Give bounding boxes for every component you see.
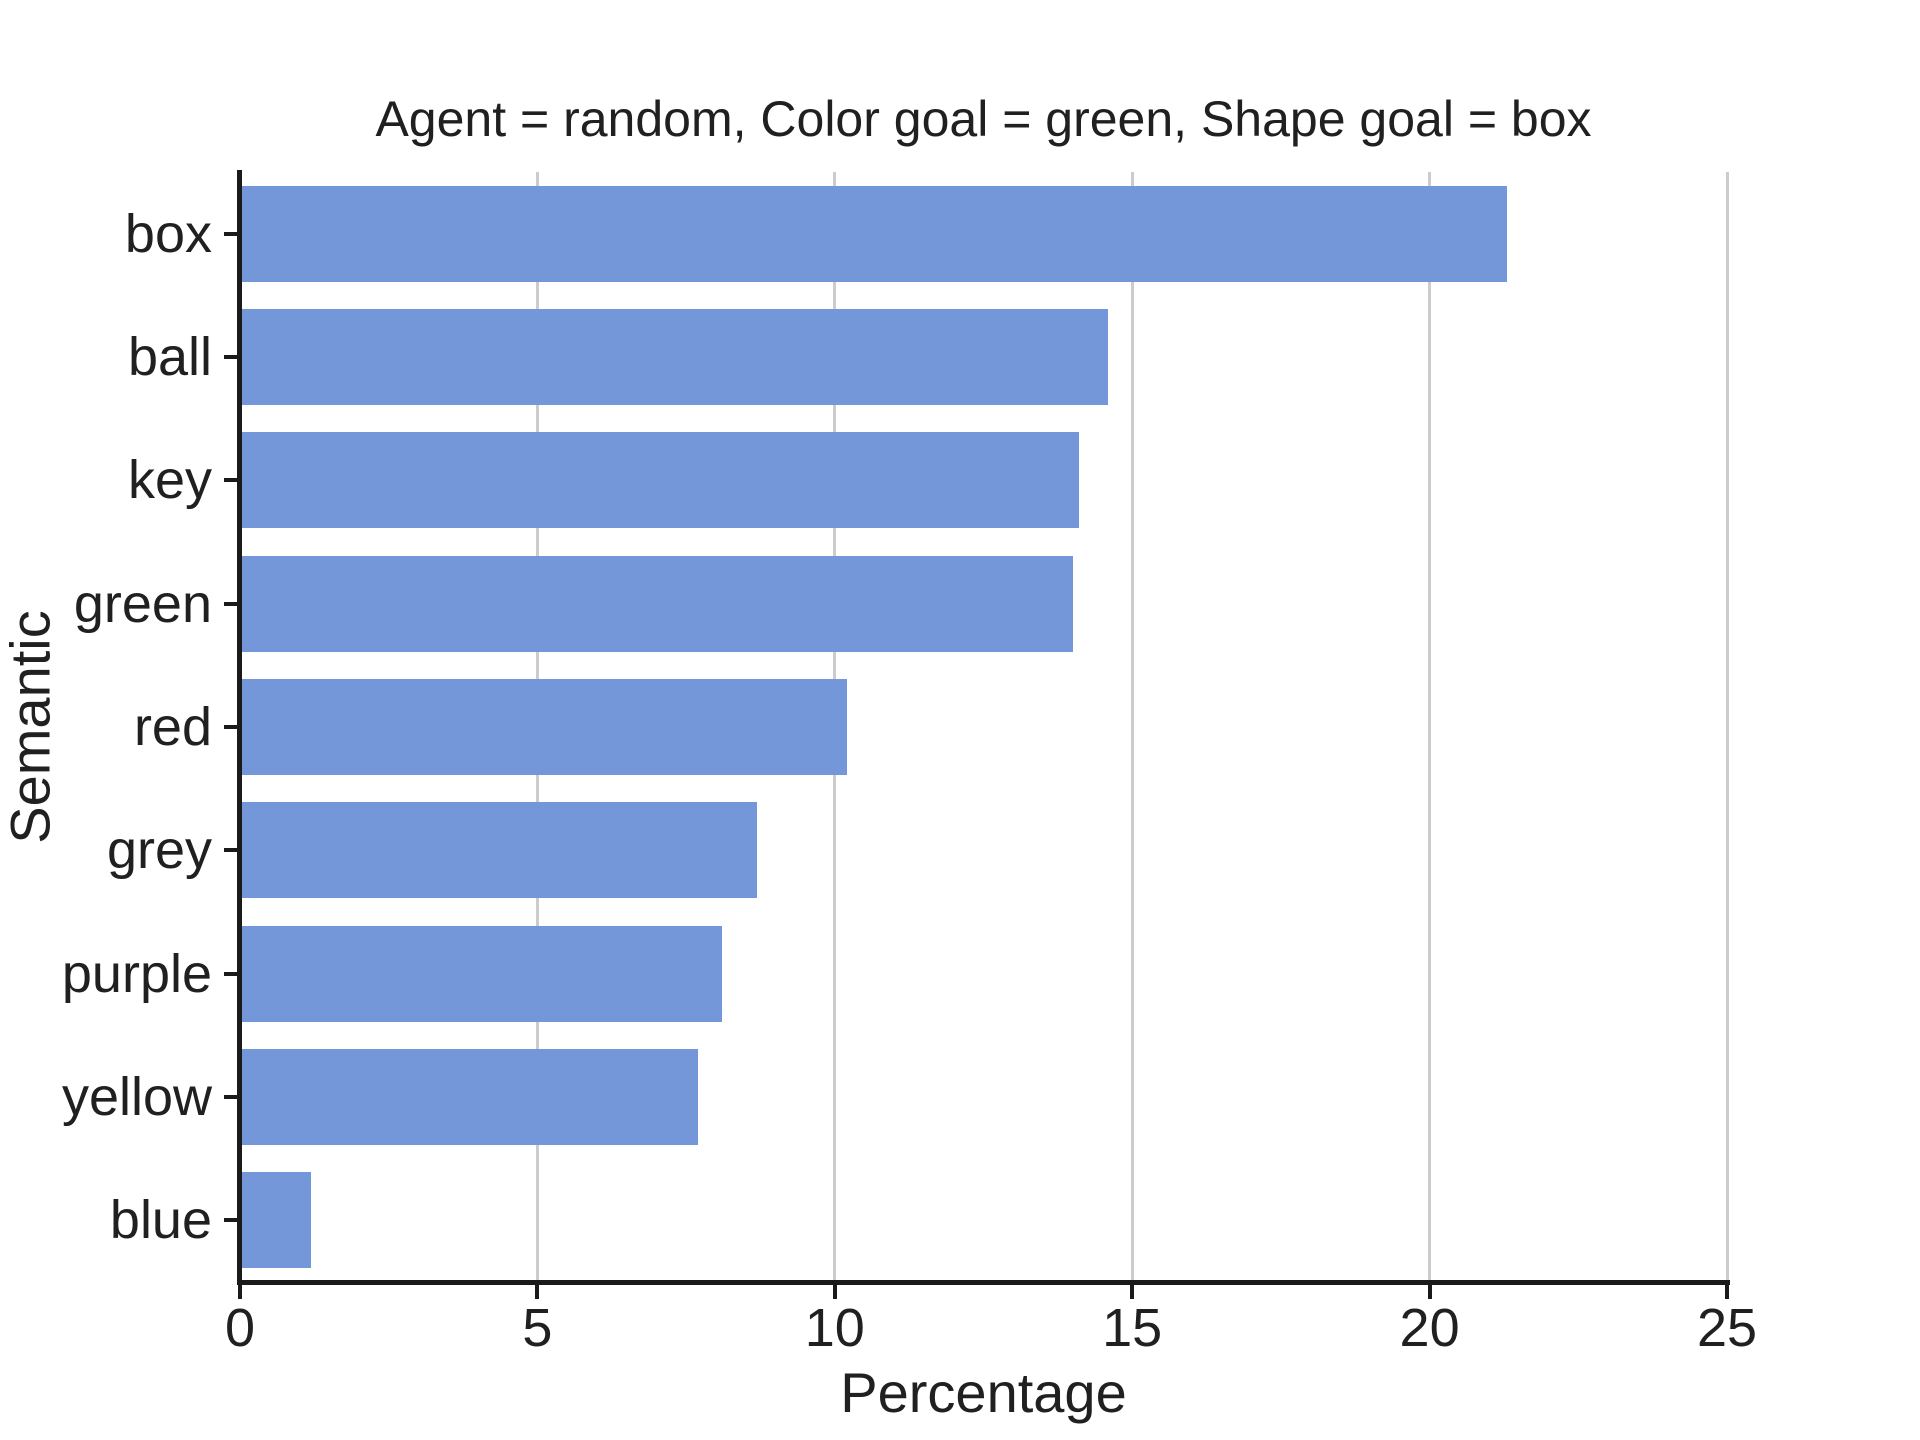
- x-tick-label-20: 20: [1399, 1298, 1460, 1358]
- y-tick-label-purple: purple: [61, 943, 212, 1004]
- y-tick-mark-ball: [224, 355, 238, 359]
- x-tick-label-0: 0: [224, 1298, 256, 1358]
- y-tick-mark-blue: [224, 1218, 238, 1223]
- x-axis-spine: [237, 1280, 1730, 1285]
- y-tick-mark-green: [224, 601, 238, 606]
- x-tick-mark-5: [535, 1285, 540, 1299]
- y-tick-mark-red: [224, 725, 238, 729]
- x-tick-label-25: 25: [1696, 1298, 1758, 1358]
- plot-area: [240, 172, 1729, 1282]
- bar-green: [240, 555, 1073, 652]
- y-tick-label-red: red: [133, 697, 212, 757]
- x-tick-mark-20: [1427, 1285, 1432, 1299]
- bar-yellow: [240, 1049, 698, 1145]
- y-tick-mark-purple: [224, 971, 238, 976]
- gridline-25: [1725, 172, 1729, 1282]
- x-tick-mark-25: [1725, 1285, 1729, 1299]
- y-tick-mark-key: [224, 478, 238, 483]
- x-tick-label-5: 5: [522, 1298, 553, 1358]
- y-tick-label-ball: ball: [127, 327, 212, 387]
- x-axis-label: Percentage: [840, 1361, 1127, 1424]
- gridline-20: [1428, 172, 1432, 1282]
- y-tick-mark-box: [224, 231, 238, 236]
- bar-red: [240, 679, 847, 775]
- gridline-15: [1130, 172, 1134, 1282]
- x-tick-mark-15: [1130, 1285, 1135, 1299]
- bar-ball: [240, 309, 1109, 405]
- bar-blue: [240, 1172, 312, 1269]
- x-tick-mark-10: [832, 1285, 837, 1299]
- x-tick-label-10: 10: [804, 1298, 865, 1358]
- y-tick-mark-grey: [224, 848, 238, 853]
- y-tick-mark-yellow: [224, 1095, 238, 1099]
- y-tick-label-key: key: [127, 450, 212, 511]
- bar-box: [240, 185, 1507, 282]
- y-tick-label-yellow: yellow: [61, 1067, 212, 1127]
- y-tick-label-grey: grey: [106, 820, 212, 881]
- y-tick-label-box: box: [124, 203, 212, 264]
- y-tick-label-blue: blue: [109, 1190, 212, 1251]
- bar-grey: [240, 802, 758, 899]
- bar-key: [240, 432, 1079, 529]
- y-axis-spine: [237, 170, 242, 1285]
- bar-purple: [240, 925, 722, 1022]
- chart-title: Agent = random, Color goal = green, Shap…: [375, 91, 1592, 147]
- x-tick-mark-0: [238, 1285, 242, 1299]
- x-tick-label-15: 15: [1102, 1298, 1163, 1358]
- y-tick-label-green: green: [73, 573, 212, 634]
